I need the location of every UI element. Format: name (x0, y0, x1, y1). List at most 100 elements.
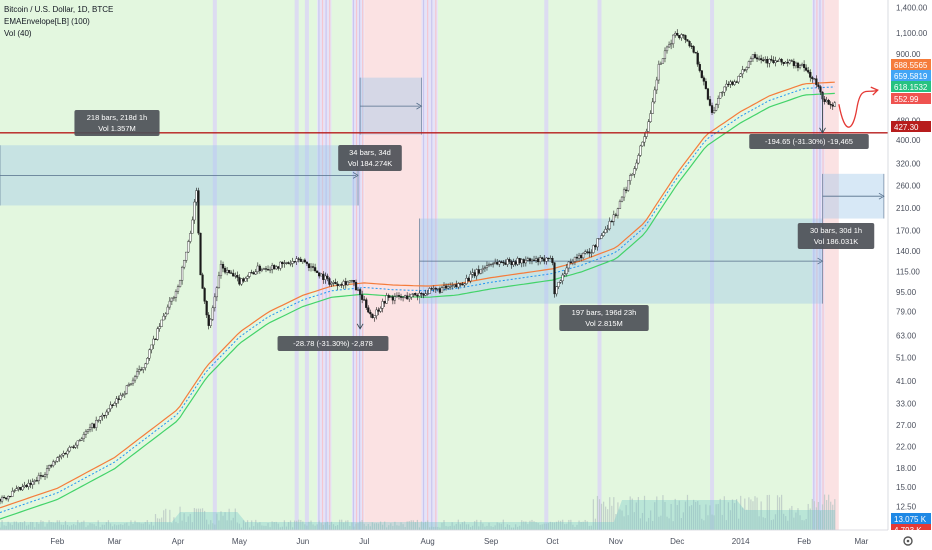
volume-bar (328, 524, 331, 530)
volume-bar (656, 496, 658, 530)
candle-body (537, 258, 540, 263)
candle-body (559, 280, 562, 283)
volume-bar (676, 505, 678, 530)
volume-bar (261, 525, 263, 530)
volume-bar (781, 494, 783, 530)
volume-bar (320, 523, 322, 530)
volume-bar (744, 498, 746, 530)
volume-bar (621, 510, 623, 530)
volume-bar (15, 521, 17, 530)
candle-body (248, 272, 251, 277)
candle-body (215, 287, 218, 298)
volume-bar (660, 515, 662, 530)
volume-bar (474, 521, 476, 530)
y-tick-label: 320.00 (896, 159, 921, 168)
candle-body (223, 268, 227, 273)
candle-body (395, 295, 399, 297)
candle-body (655, 79, 658, 91)
volume-bar (828, 494, 830, 530)
volume-bar (619, 509, 621, 530)
x-tick-label: 2014 (732, 537, 750, 546)
candle-body (324, 275, 327, 280)
volume-bar (66, 524, 69, 530)
candle-body (496, 262, 499, 265)
candle-body (162, 315, 165, 321)
candle-body (453, 284, 456, 286)
volume-bar (793, 517, 795, 530)
candle-body (792, 61, 795, 67)
candle-body (520, 259, 523, 264)
volume-bar (439, 527, 441, 530)
volume-bar (105, 522, 107, 530)
candle-body (271, 265, 274, 270)
candle-body (129, 383, 133, 385)
volume-bar (259, 522, 261, 530)
volume-bar (476, 519, 478, 530)
volume-bar (799, 515, 801, 530)
volume-bar (314, 525, 316, 530)
candle-body (674, 32, 677, 36)
volume-bar (379, 521, 382, 530)
volume-bar (488, 522, 490, 530)
candle-body (735, 81, 738, 83)
volume-bar (85, 527, 87, 530)
candle-body (250, 272, 253, 274)
candle-body (2, 496, 6, 499)
volume-bar (680, 518, 682, 530)
volume-bar (263, 525, 265, 530)
candle-body (172, 297, 176, 299)
volume-bar (506, 524, 509, 530)
candle-body (737, 76, 740, 83)
volume-bar (770, 520, 772, 530)
volume-bar (545, 523, 547, 530)
candle-body (246, 276, 249, 279)
candle-body (653, 89, 656, 103)
candle-body (344, 281, 347, 286)
candle-body (684, 35, 687, 40)
volume-bar (549, 521, 551, 530)
candle-body (465, 278, 468, 285)
volume-bar (275, 521, 277, 530)
volume-bar (617, 502, 619, 530)
candle-body (240, 278, 243, 285)
volume-legend[interactable]: Vol (40) (4, 29, 32, 38)
ema-envelope-legend[interactable]: EMAEnvelope[LB] (100) (4, 17, 90, 26)
candle-body (9, 495, 12, 498)
candle-body (760, 58, 763, 61)
volume-bar (122, 524, 124, 530)
volume-bar (36, 522, 38, 530)
volume-bar (445, 526, 447, 530)
candle-body (481, 268, 484, 271)
candle-body (600, 235, 603, 239)
candle-body (747, 61, 750, 68)
range-label-bg (797, 223, 875, 249)
candle-body (309, 266, 313, 269)
volume-bar (377, 523, 380, 530)
volume-bar (13, 521, 15, 530)
candle-body (350, 280, 354, 282)
volume-bar (469, 527, 472, 530)
volume-bar (463, 521, 466, 530)
volume-bar (38, 523, 40, 530)
candle-body (498, 261, 501, 265)
volume-bar (302, 521, 304, 530)
candle-body (694, 52, 697, 54)
candle-body (338, 284, 341, 286)
candle-body (614, 214, 617, 216)
candle-body (477, 269, 480, 274)
settings-gear-icon[interactable] (903, 536, 913, 546)
volume-bar (664, 502, 666, 530)
volume-bar (715, 504, 717, 530)
candle-body (19, 487, 22, 491)
volume-bar (797, 508, 799, 530)
volume-bar (101, 524, 103, 530)
volume-bar (398, 525, 400, 530)
volume-bar (783, 513, 785, 530)
candle-body (195, 190, 198, 203)
volume-bar (459, 524, 461, 530)
candle-body (264, 268, 268, 270)
candle-body (238, 277, 241, 285)
volume-bar (128, 525, 130, 530)
candle-body (504, 262, 507, 265)
